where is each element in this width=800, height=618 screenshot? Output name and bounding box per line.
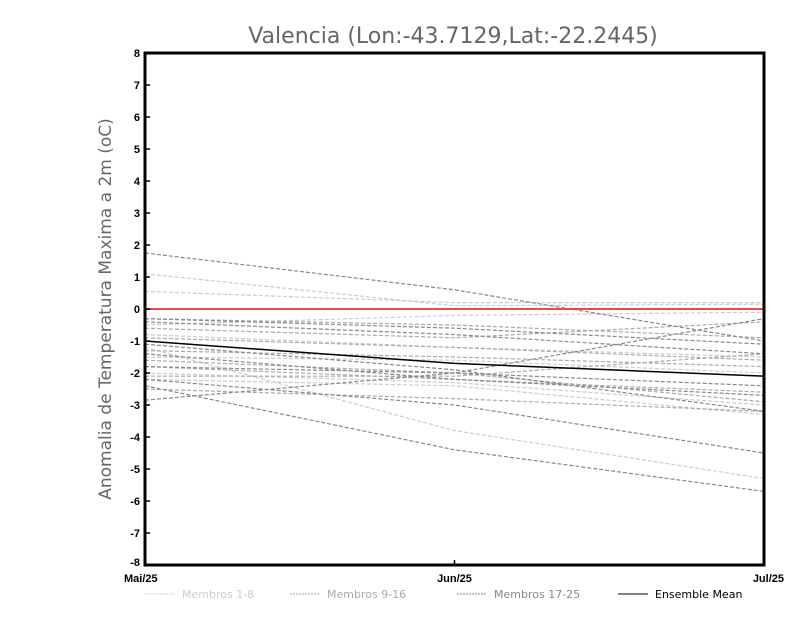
member-line-17 — [144, 252, 765, 342]
legend-label: Membros 17-25 — [494, 588, 580, 601]
member-line-5 — [144, 372, 765, 406]
member-line-9 — [144, 318, 765, 339]
ensemble-mean-line — [144, 340, 765, 377]
member-line-24 — [144, 366, 765, 387]
member-line-1 — [144, 273, 765, 307]
y-tick-label: 1 — [134, 272, 140, 284]
y-tick-label: 5 — [134, 144, 140, 156]
member-line-16 — [144, 366, 765, 393]
y-axis-label: Anomalia de Temperatura Maxima a 2m (oC) — [96, 118, 116, 500]
y-tick-label: -5 — [130, 464, 140, 476]
member-line-8 — [144, 356, 765, 374]
legend: Membros 1-8 Membros 9-16 Membros 17-25 Ense… — [145, 588, 742, 601]
member-line-6 — [144, 311, 765, 326]
chart-title: Valencia (Lon:-43.7129,Lat:-22.2445) — [248, 24, 658, 49]
member-line-14 — [144, 388, 765, 412]
y-tick-label: -8 — [130, 557, 140, 569]
y-tick-label: -7 — [130, 528, 140, 540]
y-tick-label: -3 — [130, 400, 140, 412]
y-tick-label: -1 — [130, 336, 140, 348]
member-line-25 — [144, 343, 765, 412]
legend-label: Ensemble Mean — [655, 588, 742, 601]
y-tick-label: 6 — [134, 112, 140, 124]
y-tick-label: 8 — [134, 48, 140, 60]
series-lines — [144, 252, 765, 492]
y-tick-label: 3 — [134, 208, 140, 220]
x-tick-label: Mai/25 — [124, 573, 158, 585]
member-line-19 — [144, 318, 765, 401]
x-tick-label: Jul/25 — [753, 573, 784, 585]
member-line-23 — [144, 321, 765, 355]
y-tick-label: 4 — [134, 176, 141, 188]
member-line-21 — [144, 353, 765, 396]
y-tick-label: -2 — [130, 368, 140, 380]
y-tick-label: -4 — [130, 432, 141, 444]
y-tick-label: 2 — [134, 240, 140, 252]
legend-label: Membros 1-8 — [182, 588, 254, 601]
member-line-12 — [145, 353, 765, 377]
y-tick-label: -6 — [130, 496, 140, 508]
member-line-18 — [144, 385, 765, 492]
member-line-20 — [144, 318, 765, 345]
legend-label: Membros 9-16 — [327, 588, 406, 601]
member-line-4 — [144, 346, 765, 480]
member-line-15 — [144, 321, 765, 339]
y-tick-label: 7 — [134, 80, 140, 92]
member-line-7 — [144, 378, 765, 416]
x-tick-label: Jun/25 — [437, 573, 472, 585]
member-line-2 — [144, 290, 764, 304]
y-tick-label: 0 — [134, 304, 140, 316]
axes: 8 7 6 5 4 3 2 1 0 -1 -2 -3 -4 -5 -6 -7 -8 Mai/25 Jun/25 Jul… — [124, 48, 784, 585]
member-line-22 — [144, 378, 765, 454]
member-line-13 — [144, 337, 765, 361]
